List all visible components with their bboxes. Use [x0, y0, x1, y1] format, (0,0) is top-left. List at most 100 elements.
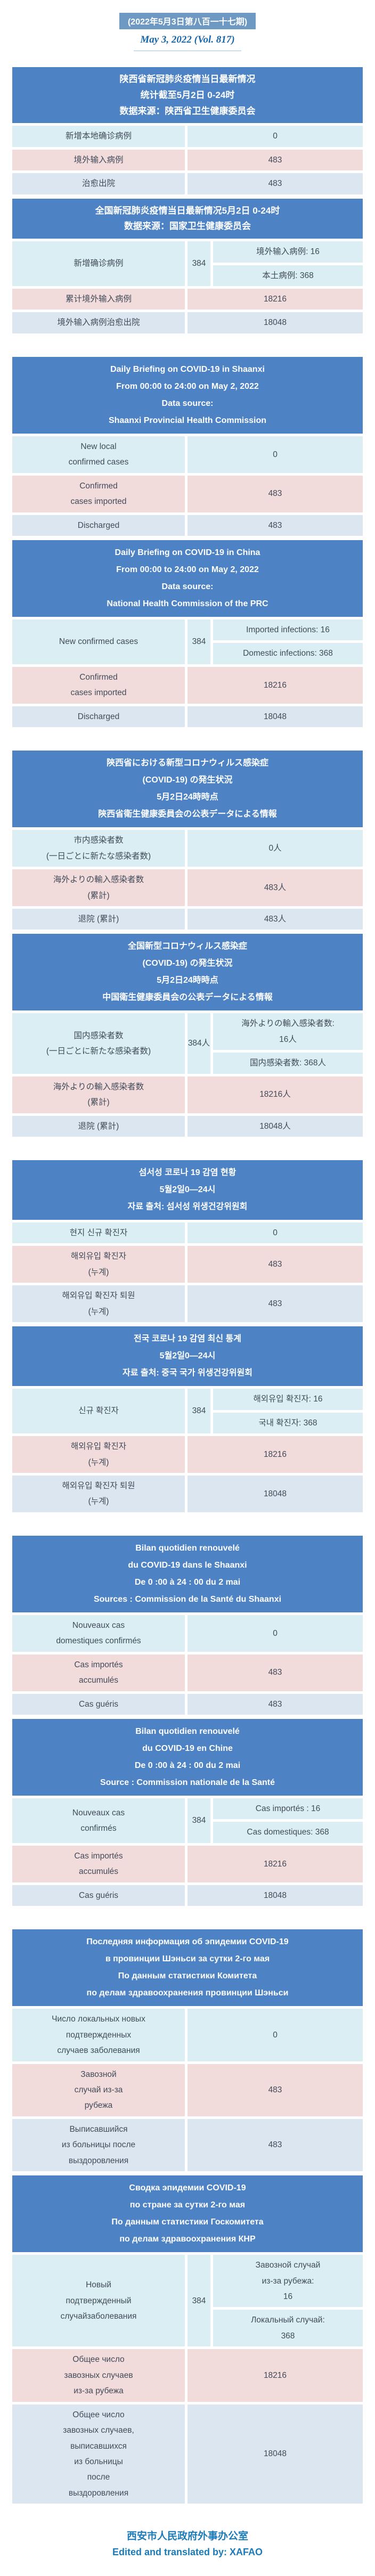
issue-date: May 3, 2022 (Vol. 817)	[134, 34, 241, 51]
provincial-table: 섬서성 코로나 19 감염 현황 5월2일0—24시 자료 출처: 섬서성 위생…	[12, 1160, 363, 1323]
row-label: 治愈出院	[12, 173, 185, 194]
row-label: Общее число завозных случаев, выписавших…	[12, 2404, 185, 2504]
issue-badge: (2022年5月3日第八百一十七期)	[119, 13, 256, 29]
row-label: Cas guéris	[12, 1885, 185, 1906]
merged-subcolumn: Imported infections: 16 Domestic infecti…	[213, 619, 363, 664]
language-section-japanese: 陝西省における新型コロナウィルス感染症 (COVID-19) の発生状況 5月2…	[12, 751, 363, 1137]
provincial-table: 陝西省における新型コロナウィルス感染症 (COVID-19) の発生状況 5月2…	[12, 751, 363, 930]
table-row: Discharged 18048	[12, 706, 363, 728]
table-header: 섬서성 코로나 19 감염 현황 5월2일0—24시 자료 출처: 섬서성 위생…	[12, 1160, 363, 1220]
row-value: 483	[188, 1246, 363, 1283]
table-row: 해외유입 확진자 (누계) 18216	[12, 1436, 363, 1473]
row-label: Cas guéris	[12, 1693, 185, 1715]
row-value: 483	[188, 2118, 363, 2172]
merged-sub-domestic: 本土病例: 368	[213, 265, 363, 286]
table-row: Cas importés accumulés 18216	[12, 1845, 363, 1882]
section-divider	[12, 1137, 363, 1160]
table-row: 해외유입 확진자 퇴원 (누계) 483	[12, 1285, 363, 1323]
row-label: 退院 (累計)	[12, 908, 185, 930]
row-label: Discharged	[12, 515, 185, 536]
row-label: Выписавшийся из больницы после выздоровл…	[12, 2118, 185, 2172]
merged-sub-imported: Завозной случай из-за рубежа: 16	[213, 2255, 363, 2308]
table-row-merged: Nouveaux cas confirmés 384 Cas importés …	[12, 1798, 363, 1843]
row-label: 境外输入病例	[12, 149, 185, 171]
row-label: 市内感染者数 (一日ごとに新たな感染者数)	[12, 830, 185, 867]
row-label: Nouveaux cas domestiques confirmés	[12, 1615, 185, 1652]
row-label: Confirmed cases imported	[12, 666, 185, 704]
merged-sub-imported: 境外输入病例: 16	[213, 241, 363, 263]
row-label: 해외유입 확진자 (누계)	[12, 1436, 185, 1473]
row-value: 483	[188, 1693, 363, 1715]
table-row: 治愈出院 483	[12, 173, 363, 194]
row-label: 累计境外输入病例	[12, 288, 185, 310]
provincial-table: Daily Briefing on COVID-19 in Shaanxi Fr…	[12, 356, 363, 536]
table-row-merged: New confirmed cases 384 Imported infecti…	[12, 619, 363, 664]
national-table: 전국 코로나 19 감염 최신 통계 5월2일0—24시 자료 출처: 중국 국…	[12, 1326, 363, 1512]
table-header: 全国新冠肺炎疫情当日最新情况5月2日 0-24时 数据来源：国家卫生健康委员会	[12, 198, 363, 239]
row-value: 483	[188, 149, 363, 171]
table-row: Завозной случай из-за рубежа 483	[12, 2064, 363, 2116]
table-row: Выписавшийся из больницы после выздоровл…	[12, 2118, 363, 2172]
merged-sub-imported: Cas importés : 16	[213, 1798, 363, 1820]
merged-subcolumn: Завозной случай из-за рубежа: 16 Локальн…	[213, 2255, 363, 2347]
table-row-merged: 国内感染者数 (一日ごとに新たな感染者数) 384人 海外よりの輸入感染者数: …	[12, 1013, 363, 1074]
row-value: 0	[188, 126, 363, 147]
table-row: Confirmed cases imported 18216	[12, 666, 363, 704]
row-label: Confirmed cases imported	[12, 475, 185, 512]
table-row-merged: 新增确诊病例 384 境外输入病例: 16 本土病例: 368	[12, 241, 363, 286]
row-label: 境外输入病例治愈出院	[12, 312, 185, 333]
table-row: 境外输入病例治愈出院 18048	[12, 312, 363, 333]
table-row: 新增本地确诊病例 0	[12, 126, 363, 147]
table-row: Число локальных новых подтвержденных слу…	[12, 2009, 363, 2061]
table-row: Cas guéris 483	[12, 1693, 363, 1715]
merged-total-value: 384	[188, 241, 210, 286]
table-header: Daily Briefing on COVID-19 in Shaanxi Fr…	[12, 356, 363, 434]
table-row: Общее число завозных случаев из-за рубеж…	[12, 2349, 363, 2402]
merged-sub-imported: 해외유입 확진자: 16	[213, 1389, 363, 1410]
row-label: 현지 신규 확진자	[12, 1222, 185, 1244]
table-header: Последняя информация об эпидемии COVID-1…	[12, 1929, 363, 2007]
national-table: 全国新型コロナウィルス感染症 (COVID-19) の発生状況 5月2日24時時…	[12, 934, 363, 1137]
row-value: 18048	[188, 706, 363, 728]
merged-sub-domestic: Cas domestiques: 368	[213, 1822, 363, 1843]
table-row: Общее число завозных случаев, выписавших…	[12, 2404, 363, 2504]
footer-office-name: 西安市人民政府外事办公室	[126, 2531, 248, 2542]
document-footer: 西安市人民政府外事办公室 Edited and translated by: X…	[12, 2528, 363, 2558]
provincial-table: Bilan quotidien renouvelé du COVID-19 da…	[12, 1535, 363, 1715]
section-divider	[12, 1906, 363, 1929]
row-value: 18216	[188, 288, 363, 310]
row-label: Cas importés accumulés	[12, 1845, 185, 1882]
language-section-english: Daily Briefing on COVID-19 in Shaanxi Fr…	[12, 356, 363, 728]
table-row: 해외유입 확진자 퇴원 (누계) 18048	[12, 1475, 363, 1512]
row-label: Новый подтвержденный случайзаболевания	[12, 2255, 185, 2347]
row-label: Cas importés accumulés	[12, 1654, 185, 1691]
section-divider	[12, 1512, 363, 1536]
merged-total-value: 384人	[188, 1013, 210, 1074]
table-row: 현지 신규 확진자 0	[12, 1222, 363, 1244]
row-value: 483	[188, 515, 363, 536]
merged-sub-domestic: 国内感染者数: 368人	[213, 1053, 363, 1074]
table-row: Cas importés accumulés 483	[12, 1654, 363, 1691]
row-label: Завозной случай из-за рубежа	[12, 2064, 185, 2116]
national-table: Сводка эпидемии COVID-19 по стране за су…	[12, 2175, 363, 2504]
table-header: 陕西省新冠肺炎疫情当日最新情况 统计截至5月2日 0-24时 数据来源：陕西省卫…	[12, 67, 363, 124]
row-label: Discharged	[12, 706, 185, 728]
language-section-french: Bilan quotidien renouvelé du COVID-19 da…	[12, 1535, 363, 1906]
table-header: Bilan quotidien renouvelé du COVID-19 da…	[12, 1535, 363, 1612]
section-divider	[12, 333, 363, 357]
table-row: 累计境外输入病例 18216	[12, 288, 363, 310]
table-row: 海外よりの輸入感染者数 (累計) 483人	[12, 869, 363, 906]
row-value: 483	[188, 2064, 363, 2116]
document-header: (2022年5月3日第八百一十七期) May 3, 2022 (Vol. 817…	[12, 13, 363, 51]
row-value: 483人	[188, 869, 363, 906]
row-label: 신규 확진자	[12, 1389, 185, 1434]
row-label: Общее число завозных случаев из-за рубеж…	[12, 2349, 185, 2402]
row-value: 18216	[188, 1436, 363, 1473]
table-header: Daily Briefing on COVID-19 in China From…	[12, 540, 363, 617]
table-header: 陝西省における新型コロナウィルス感染症 (COVID-19) の発生状況 5月2…	[12, 751, 363, 828]
row-value: 0	[188, 2009, 363, 2061]
row-value: 483	[188, 475, 363, 512]
provincial-table: Последняя информация об эпидемии COVID-1…	[12, 1929, 363, 2172]
table-row-merged: 신규 확진자 384 해외유입 확진자: 16 국내 확진자: 368	[12, 1389, 363, 1434]
